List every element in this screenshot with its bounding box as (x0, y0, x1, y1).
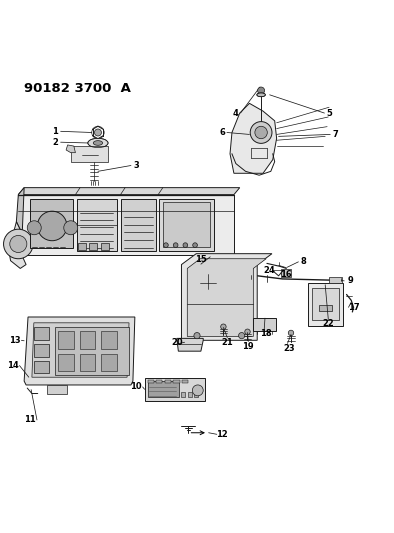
Polygon shape (32, 323, 129, 377)
Polygon shape (187, 259, 266, 336)
Text: 16: 16 (280, 270, 292, 279)
Bar (47, 385, 67, 393)
Text: 4: 4 (233, 109, 239, 118)
Bar (329, 277, 342, 283)
Text: 9: 9 (348, 277, 353, 285)
Text: 11: 11 (24, 415, 36, 424)
Circle shape (245, 329, 250, 335)
Bar (182, 381, 188, 383)
Circle shape (288, 330, 294, 336)
Bar (173, 381, 180, 383)
Text: 15: 15 (195, 255, 207, 264)
Text: 5: 5 (326, 109, 332, 118)
Circle shape (258, 87, 265, 94)
Bar (76, 198, 117, 251)
Bar (71, 146, 108, 161)
Circle shape (238, 333, 245, 339)
Bar (312, 288, 339, 320)
Bar (308, 283, 343, 326)
Text: 6: 6 (219, 128, 225, 137)
Bar (34, 344, 49, 357)
Bar (89, 243, 97, 250)
Text: 8: 8 (301, 257, 307, 266)
Bar (194, 392, 198, 397)
Bar (80, 354, 95, 372)
Circle shape (194, 333, 200, 339)
Text: 22: 22 (322, 319, 334, 328)
Bar (182, 392, 185, 397)
Bar (80, 332, 95, 349)
Text: 20: 20 (172, 338, 183, 347)
Text: 19: 19 (242, 342, 254, 351)
Ellipse shape (257, 93, 266, 97)
Circle shape (250, 122, 272, 143)
Circle shape (37, 211, 67, 241)
Bar (101, 354, 117, 372)
Text: 23: 23 (284, 344, 295, 352)
Circle shape (192, 385, 203, 396)
Text: 90182 3700  A: 90182 3700 A (24, 82, 131, 95)
Bar (148, 381, 154, 383)
Circle shape (164, 243, 168, 247)
Text: 1: 1 (52, 127, 58, 136)
Bar (78, 243, 85, 250)
Polygon shape (182, 254, 272, 340)
Polygon shape (18, 188, 240, 195)
Bar (58, 332, 74, 349)
Bar (156, 381, 162, 383)
Bar (34, 327, 49, 340)
Polygon shape (230, 103, 277, 173)
Text: 3: 3 (134, 161, 139, 170)
Bar (159, 198, 214, 251)
Text: 7: 7 (332, 130, 338, 139)
Polygon shape (9, 222, 26, 269)
Bar (188, 392, 191, 397)
Text: 18: 18 (260, 329, 272, 338)
Text: 21: 21 (221, 338, 233, 347)
Circle shape (183, 243, 188, 247)
Bar (121, 198, 156, 251)
Bar (145, 378, 205, 400)
Bar (101, 332, 117, 349)
Bar (148, 381, 179, 398)
Text: 24: 24 (263, 266, 275, 275)
Circle shape (173, 243, 178, 247)
Bar (319, 305, 332, 311)
Polygon shape (177, 338, 203, 351)
Circle shape (255, 126, 267, 139)
Circle shape (10, 236, 27, 253)
Circle shape (221, 324, 226, 329)
Ellipse shape (93, 141, 102, 146)
Text: 17: 17 (349, 303, 360, 312)
Ellipse shape (88, 138, 108, 148)
Circle shape (95, 129, 101, 136)
Circle shape (27, 221, 41, 235)
Bar (101, 243, 109, 250)
Bar (30, 199, 73, 248)
Polygon shape (17, 188, 24, 234)
Polygon shape (66, 145, 75, 152)
Bar (55, 327, 129, 375)
Bar (281, 269, 292, 277)
Text: 14: 14 (7, 361, 19, 370)
Polygon shape (24, 317, 135, 385)
Circle shape (193, 243, 197, 247)
Bar (253, 318, 276, 330)
Circle shape (4, 229, 33, 259)
Text: 12: 12 (216, 430, 228, 439)
Bar (165, 381, 171, 383)
Bar (34, 361, 49, 373)
Text: 13: 13 (9, 336, 20, 345)
Bar (18, 195, 234, 255)
Bar (163, 203, 210, 247)
Circle shape (64, 221, 78, 235)
Bar (58, 354, 74, 372)
Text: 10: 10 (130, 382, 141, 391)
Text: 2: 2 (52, 138, 58, 147)
